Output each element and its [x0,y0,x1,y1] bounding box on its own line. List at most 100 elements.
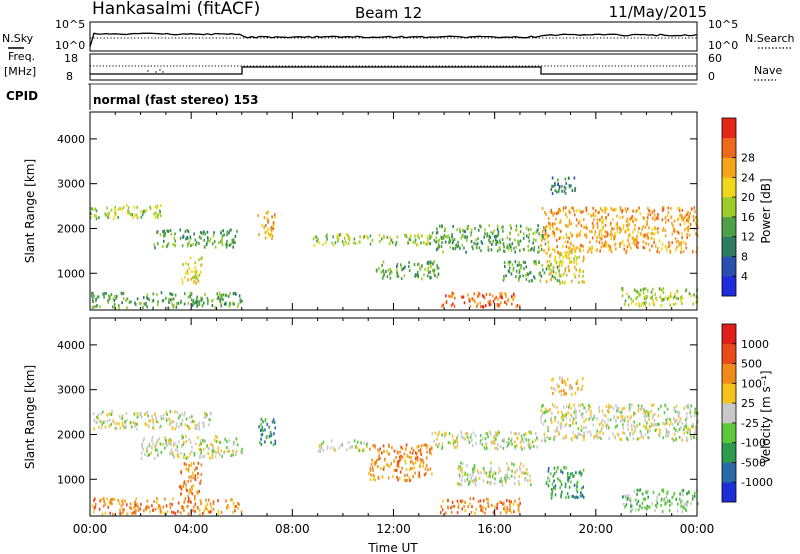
power-cell [219,299,221,303]
velocity-cell [197,461,200,465]
power-cell [672,296,675,300]
power-cell [667,206,669,210]
power-cell [696,246,699,250]
velocity-cell [371,458,373,462]
power-cell [164,232,166,236]
velocity-cell [460,478,463,482]
velocity-cell [658,492,661,496]
power-cell [149,205,151,209]
power-cell [114,205,116,209]
velocity-cell [151,446,153,450]
velocity-cell [471,505,473,509]
velocity-cell [135,497,137,501]
power-cell [225,302,227,306]
velocity-cell [672,438,675,442]
power-cell [682,250,685,254]
power-cell [492,240,494,244]
power-cell [670,215,673,219]
power-cell [561,280,564,284]
power-cell [677,231,680,235]
velocity-cell [199,447,201,451]
velocity-cell [549,437,552,441]
velocity-cell [685,436,688,440]
power-cell [484,232,486,236]
velocity-cell [231,498,234,502]
power-cell [636,235,638,239]
velocity-cell [529,478,531,482]
power-cell [477,302,479,306]
velocity-cell [401,455,404,459]
velocity-cell [616,432,619,436]
velocity-cell [195,466,197,470]
velocity-cell [108,412,111,416]
velocity-cell [456,499,459,503]
velocity-cell [148,444,151,448]
power-cell [318,241,320,245]
power-cell [573,257,575,261]
power-cell [592,212,595,216]
power-cell [512,298,514,301]
velocity-cell [450,506,452,510]
velocity-cell [457,505,460,509]
power-cell [430,276,432,280]
velocity-cell [513,482,516,486]
velocity-cell [646,491,648,495]
velocity-echo-band [258,417,277,447]
power-cell [394,243,397,247]
power-cell [681,301,683,305]
power-cell [381,237,383,241]
power-cell [437,247,439,251]
power-colorbar-tick-label: 12 [741,231,755,244]
power-cell [600,237,603,241]
power-cell [543,226,545,230]
velocity-cell [615,403,617,407]
velocity-cell [198,490,200,493]
power-cell [662,229,664,232]
power-cell [506,298,509,302]
velocity-cell [469,473,472,477]
velocity-cell [626,415,629,419]
velocity-cell [671,437,673,440]
velocity-cell [641,501,644,505]
velocity-cell [551,488,553,491]
velocity-cell [525,438,528,442]
velocity-cell [175,425,178,428]
power-cell [635,238,637,242]
velocity-cell [652,416,654,420]
power-cell [643,217,646,221]
power-cell [156,206,158,210]
velocity-cell [568,403,571,407]
power-cell [552,222,554,226]
power-cell [683,216,685,220]
velocity-cell [670,502,673,506]
power-cell [434,274,436,278]
power-cell [580,224,583,228]
power-cell [627,227,630,231]
velocity-cell [406,455,409,459]
power-cell [515,305,518,309]
velocity-cell [644,497,647,501]
power-cell [186,244,189,248]
velocity-cell [668,503,671,507]
velocity-cell [182,442,185,446]
power-cell [495,295,498,299]
power-cell [452,292,455,296]
velocity-cell [484,431,487,435]
power-cell [414,238,417,242]
velocity-cell [617,433,620,437]
power-cell [567,252,570,256]
velocity-cell [582,485,584,489]
power-cell [508,262,511,266]
velocity-cell [194,427,196,430]
velocity-cell [177,455,180,459]
velocity-cell [358,449,361,453]
velocity-cell [629,416,631,420]
power-cell [660,304,662,308]
velocity-cell [674,410,677,414]
velocity-cell [115,427,118,431]
power-cell [507,269,510,273]
power-cell [531,279,534,283]
velocity-cell [415,451,417,455]
velocity-cell [104,511,107,515]
power-cell [694,216,697,220]
